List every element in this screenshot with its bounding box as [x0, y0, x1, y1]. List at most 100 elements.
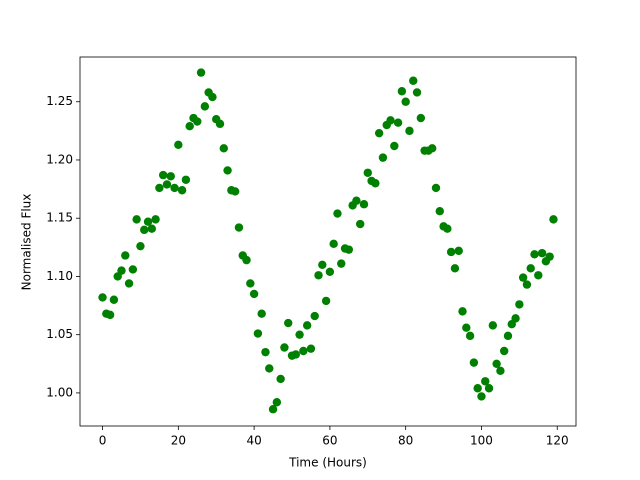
- data-point: [412, 88, 422, 97]
- data-point: [499, 346, 509, 356]
- data-point: [147, 224, 157, 233]
- data-point: [314, 271, 323, 280]
- data-point: [522, 280, 532, 289]
- data-point: [272, 398, 282, 407]
- data-point: [393, 118, 403, 127]
- data-point: [155, 183, 164, 193]
- data-point: [196, 68, 206, 77]
- data-point: [98, 293, 107, 302]
- data-point: [503, 331, 513, 341]
- data-point: [208, 92, 217, 102]
- data-point: [109, 295, 119, 304]
- data-point: [337, 259, 346, 268]
- data-point: [537, 248, 547, 258]
- data-point: [230, 187, 240, 196]
- data-point: [117, 266, 126, 275]
- data-point: [200, 102, 210, 111]
- x-tick-label: 40: [246, 434, 261, 448]
- data-point: [223, 166, 232, 175]
- data-point: [534, 271, 543, 280]
- data-point: [215, 119, 225, 129]
- data-point: [253, 329, 263, 338]
- data-point: [284, 318, 293, 328]
- data-point: [170, 183, 179, 193]
- x-tick-label: 120: [546, 434, 569, 448]
- data-point: [121, 251, 130, 260]
- data-point: [462, 323, 471, 332]
- data-point: [132, 215, 141, 224]
- data-point: [136, 241, 145, 251]
- y-tick-label: 1.25: [46, 94, 73, 108]
- data-point: [416, 113, 426, 123]
- data-point: [458, 307, 467, 316]
- data-point: [428, 144, 437, 153]
- data-point: [177, 186, 187, 195]
- x-tick-label: 80: [398, 434, 413, 448]
- data-point: [518, 273, 528, 282]
- data-point: [124, 279, 134, 288]
- data-point: [261, 347, 270, 357]
- data-point: [310, 311, 319, 321]
- data-point: [291, 350, 300, 359]
- data-point: [492, 359, 501, 369]
- data-point: [526, 264, 535, 273]
- data-point: [325, 267, 335, 276]
- data-point: [435, 207, 444, 216]
- data-point: [477, 392, 486, 401]
- data-point: [128, 265, 138, 274]
- data-point: [450, 264, 460, 273]
- data-point: [363, 168, 372, 177]
- data-point: [397, 87, 407, 96]
- y-axis-label: Normalised Flux: [20, 194, 34, 291]
- data-point: [143, 217, 153, 226]
- data-point: [242, 255, 251, 265]
- data-point: [545, 252, 554, 261]
- data-point: [405, 126, 414, 136]
- data-point: [378, 153, 388, 162]
- data-point: [409, 76, 418, 85]
- data-point: [356, 219, 365, 229]
- data-point: [158, 170, 168, 180]
- data-point: [371, 179, 380, 188]
- data-point: [174, 140, 183, 150]
- data-point: [219, 144, 228, 153]
- data-point: [515, 300, 524, 309]
- y-tick-label: 1.15: [46, 211, 73, 225]
- y-tick-label: 1.10: [46, 269, 73, 283]
- y-tick-label: 1.20: [46, 152, 73, 166]
- data-point: [374, 128, 384, 138]
- data-point: [333, 209, 342, 218]
- data-point: [166, 172, 175, 181]
- data-point: [321, 296, 331, 306]
- data-point: [280, 343, 289, 352]
- data-point: [302, 321, 312, 330]
- data-point: [140, 225, 149, 235]
- data-point: [268, 405, 278, 414]
- data-point: [549, 215, 558, 224]
- data-point: [306, 344, 316, 353]
- data-point: [246, 279, 255, 288]
- data-point: [276, 374, 285, 384]
- data-point: [162, 180, 172, 189]
- data-point: [234, 223, 244, 232]
- data-point: [257, 309, 266, 318]
- x-tick-label: 60: [322, 434, 337, 448]
- data-point: [443, 224, 452, 233]
- data-point: [185, 121, 194, 131]
- data-point: [105, 310, 115, 320]
- data-point: [359, 200, 369, 209]
- data-point: [329, 239, 338, 249]
- data-point: [265, 364, 274, 373]
- data-point: [151, 215, 160, 224]
- data-point: [390, 141, 399, 151]
- data-point: [481, 377, 490, 386]
- data-point: [469, 358, 479, 367]
- y-tick-label: 1.00: [46, 385, 73, 399]
- data-point: [181, 175, 191, 184]
- data-point: [454, 246, 463, 256]
- data-point: [344, 245, 354, 254]
- x-tick-label: 0: [99, 434, 107, 448]
- data-point: [446, 247, 456, 257]
- data-point: [488, 321, 498, 330]
